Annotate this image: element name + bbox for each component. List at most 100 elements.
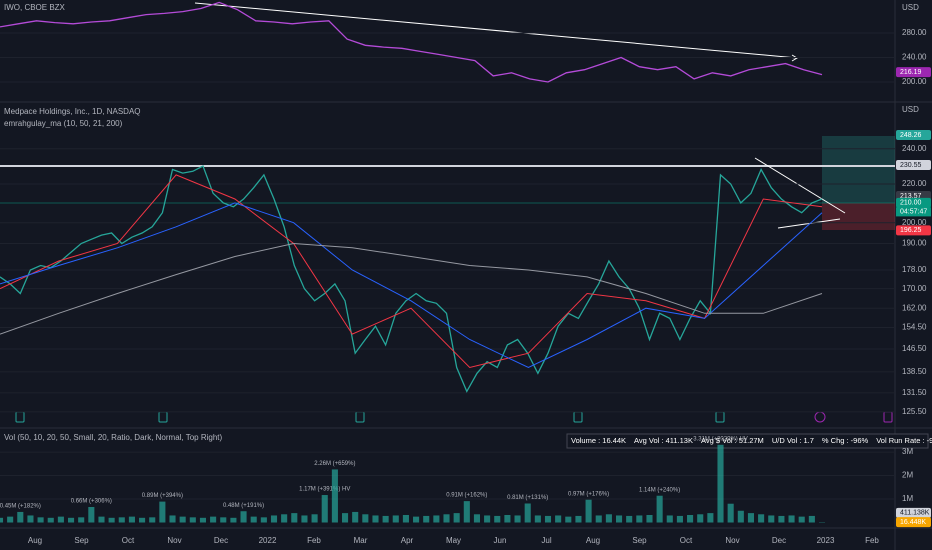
- y-tick-label: 1M: [902, 494, 913, 503]
- volume-bar: [220, 517, 227, 523]
- x-tick-label: Oct: [122, 536, 135, 545]
- volume-bar: [707, 513, 714, 523]
- x-tick-label: Aug: [586, 536, 600, 545]
- volume-bar: [189, 517, 196, 523]
- price-badge-label: 216.19: [900, 69, 922, 76]
- volume-bar: [250, 516, 257, 523]
- profit-zone: [822, 136, 895, 203]
- price-badge-label: 213.57: [900, 193, 922, 200]
- volume-bar: [585, 499, 592, 523]
- volume-bar: [0, 517, 4, 523]
- volume-bar: [463, 501, 470, 523]
- price-badge-label: 248.26: [900, 132, 922, 139]
- volume-bar: [433, 515, 440, 523]
- x-tick-label: 2023: [817, 536, 835, 545]
- x-tick-label: Dec: [214, 536, 228, 545]
- volume-bar: [534, 515, 541, 523]
- stat: % Chg : -96%: [822, 436, 869, 445]
- volume-bar: [717, 444, 724, 523]
- volume-bar: [199, 517, 207, 523]
- volume-bar: [169, 515, 176, 523]
- volume-bar: [504, 514, 511, 523]
- volume-bar: [372, 515, 379, 523]
- x-tick-label: Aug: [28, 536, 42, 545]
- volume-bar: [524, 503, 531, 523]
- volume-label: 0.45M (+182%): [0, 504, 41, 510]
- volume-bar: [210, 516, 217, 523]
- x-tick-label: Oct: [680, 536, 693, 545]
- x-tick-label: May: [446, 536, 461, 545]
- x-tick-label: Sep: [74, 536, 89, 545]
- volume-bar: [413, 516, 420, 523]
- price-badge: [896, 517, 931, 528]
- volume-bar: [697, 514, 704, 523]
- price-badge: [896, 225, 931, 236]
- price-line: [0, 202, 823, 369]
- pane-title: IWO, CBOE BZX: [4, 3, 66, 12]
- volume-bar: [737, 510, 744, 523]
- y-tick-label: 2M: [902, 471, 913, 480]
- volume-bar: [88, 507, 95, 523]
- volume-label: 0.91M (+162%): [446, 493, 487, 499]
- volume-bar: [788, 515, 795, 523]
- stat: U/D Vol : 1.7: [772, 436, 814, 445]
- x-tick-label: 2022: [259, 536, 277, 545]
- y-tick-label: 138.50: [902, 367, 927, 376]
- unit-label: USD: [902, 3, 919, 12]
- y-tick-label: 131.50: [902, 388, 927, 397]
- volume-bar: [230, 517, 237, 523]
- y-tick-label: 178.00: [902, 265, 927, 274]
- y-tick-label: 220.00: [902, 179, 927, 188]
- volume-bar: [311, 514, 318, 523]
- y-tick-label: 190.00: [902, 239, 927, 248]
- volume-bar: [514, 515, 521, 523]
- volume-label: 0.48M (+191%): [223, 503, 264, 509]
- price-line: [0, 174, 823, 369]
- x-tick-label: Sep: [632, 536, 647, 545]
- y-tick-label: 146.50: [902, 344, 927, 353]
- volume-bar: [291, 513, 298, 523]
- x-tick-label: Dec: [772, 536, 786, 545]
- indicator-title: emrahgulay_ma (10, 50, 21, 200): [4, 119, 123, 128]
- price-badge: [896, 129, 931, 140]
- loss-zone: [822, 203, 895, 230]
- y-tick-label: 240.00: [902, 53, 927, 62]
- y-tick-label: 3M: [902, 447, 913, 456]
- volume-label: 3.31M (+2029%) HV: [693, 436, 748, 442]
- volume-bar: [555, 515, 562, 523]
- volume-bar: [179, 516, 186, 523]
- volume-bar: [240, 511, 247, 523]
- volume-bar: [321, 495, 328, 523]
- volume-label: 0.97M (+176%): [568, 491, 609, 497]
- volume-bar: [484, 515, 491, 523]
- pane-title: Medpace Holdings, Inc., 1D, NASDAQ: [4, 107, 141, 116]
- volume-bar: [575, 515, 582, 523]
- volume-bar: [758, 514, 765, 523]
- x-tick-label: Apr: [401, 536, 414, 545]
- y-tick-label: 170.00: [902, 284, 927, 293]
- y-tick-label: 154.50: [902, 323, 927, 332]
- volume-bar: [656, 495, 663, 523]
- volume-bar: [605, 514, 612, 523]
- volume-label: 0.81M (+131%): [507, 495, 548, 501]
- volume-bar: [270, 515, 278, 523]
- stats-box: [566, 433, 929, 449]
- price-line: [0, 1, 823, 83]
- volume-bar: [331, 469, 338, 523]
- volume-bar: [341, 513, 349, 523]
- x-tick-label: Jun: [494, 536, 507, 545]
- volume-bar: [494, 515, 501, 523]
- price-badge-label: 210.00: [900, 200, 922, 207]
- volume-bar: [636, 515, 643, 523]
- x-tick-label: Feb: [307, 536, 321, 545]
- volume-bar: [453, 513, 460, 523]
- volume-label: 0.66M (+306%): [71, 499, 112, 505]
- volume-bar: [37, 517, 44, 523]
- triangle-lower: [777, 218, 841, 229]
- price-badge: [896, 67, 931, 78]
- iwo-trendline: [194, 2, 798, 59]
- volume-bar: [666, 515, 673, 523]
- volume-bar: [402, 514, 409, 523]
